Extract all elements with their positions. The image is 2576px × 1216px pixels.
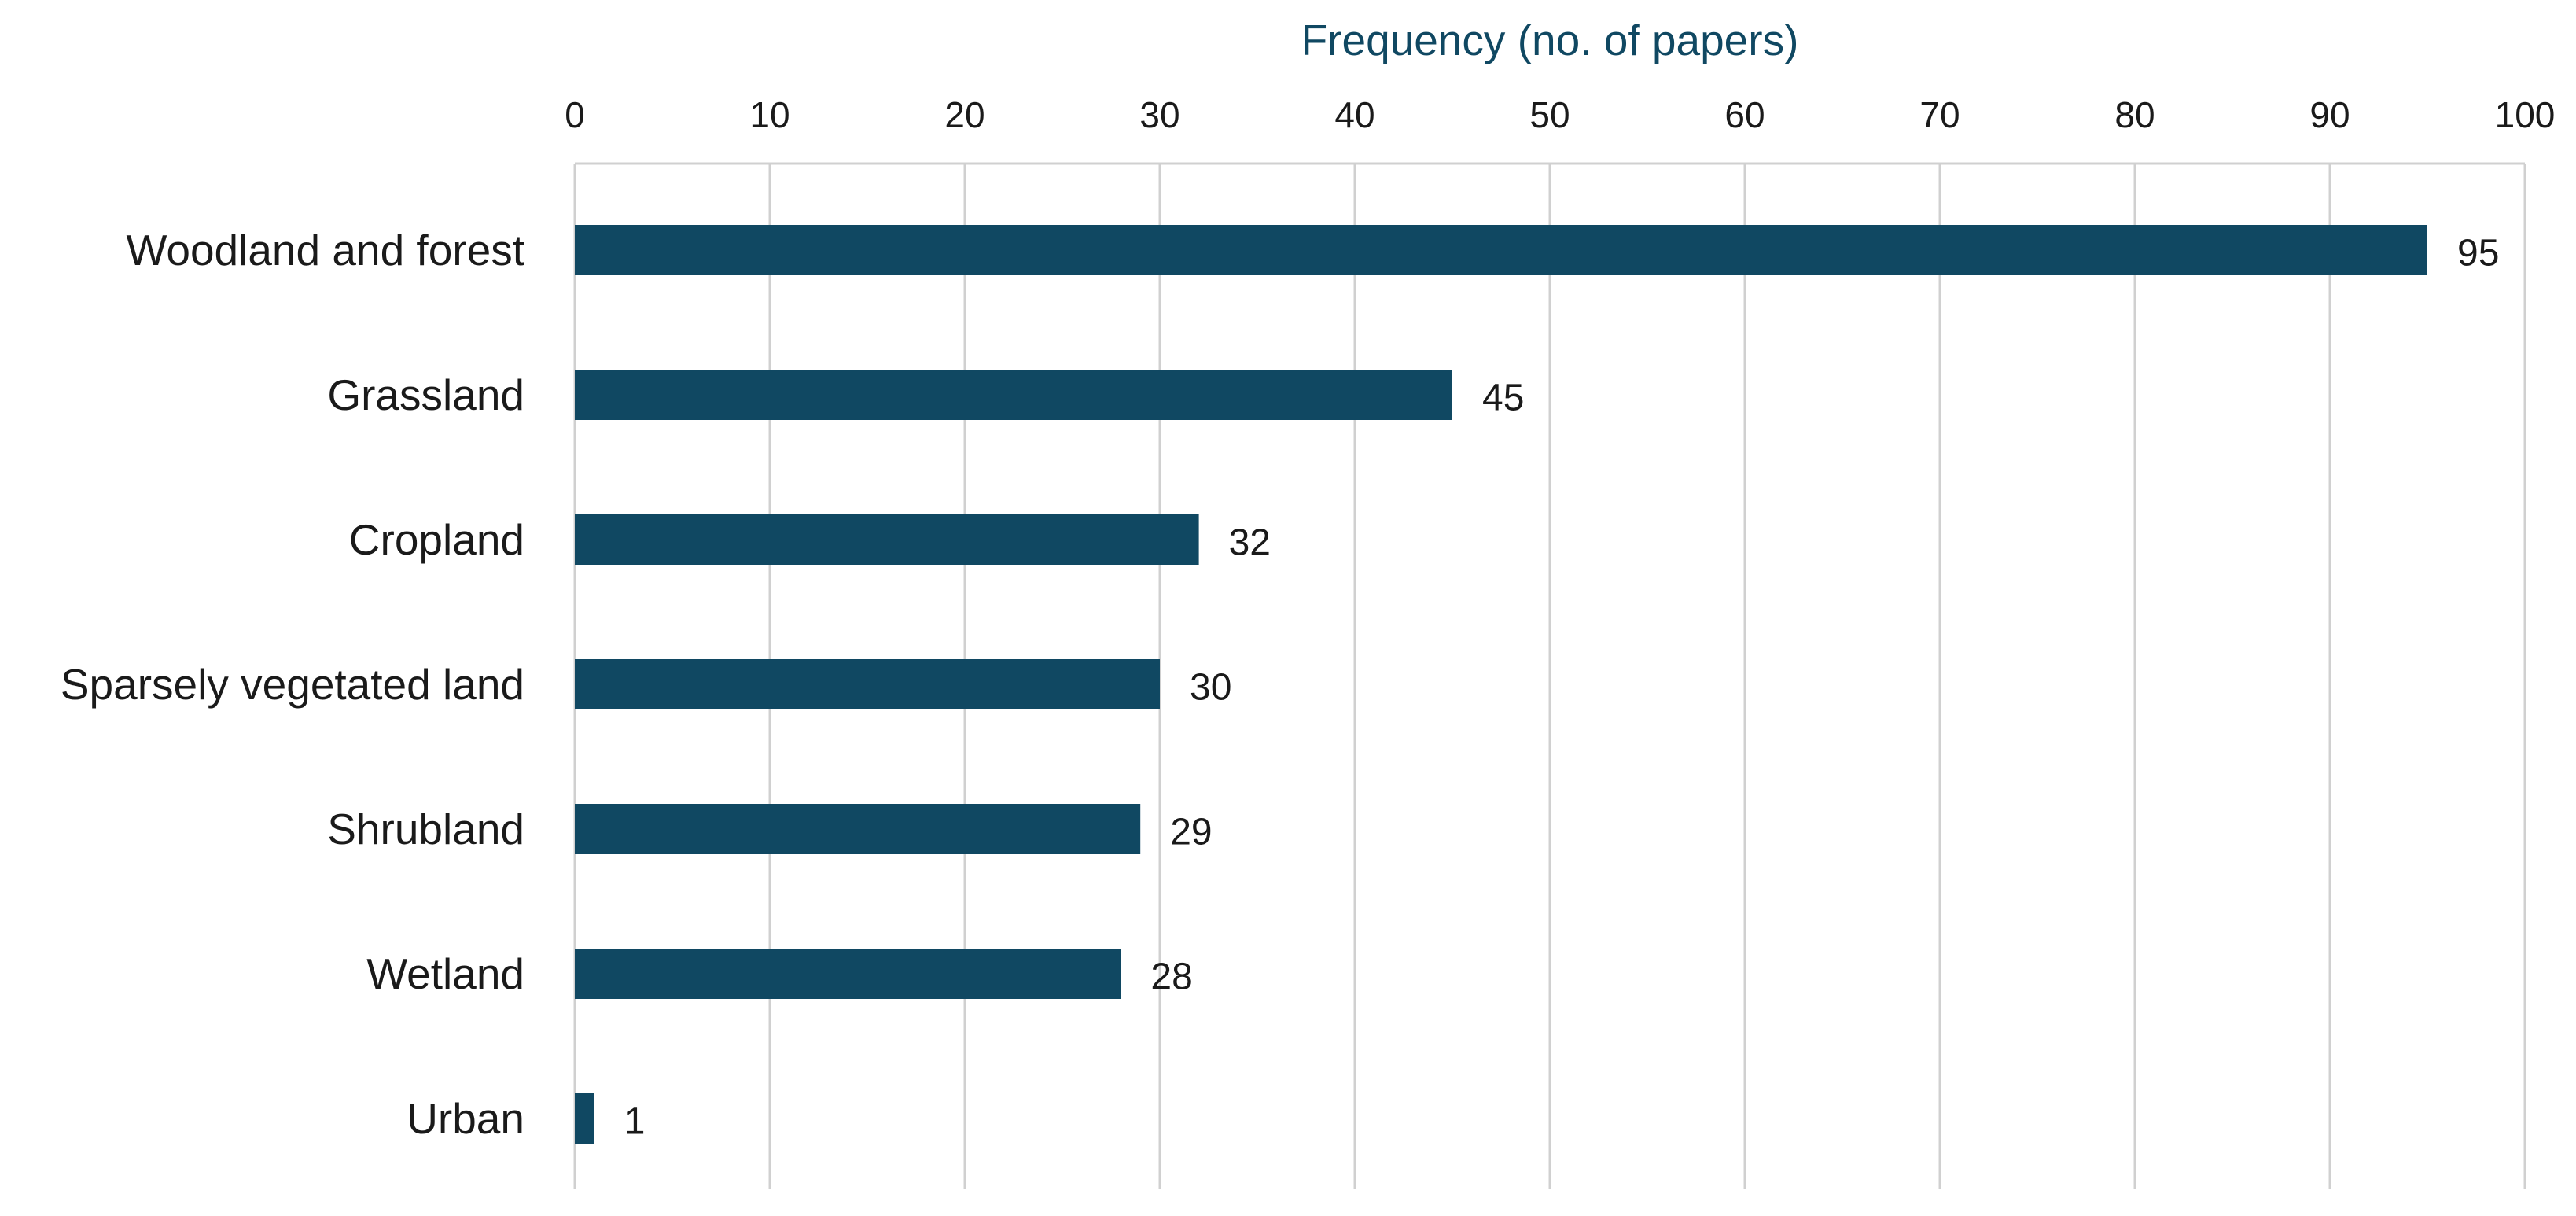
category-label-urban: Urban <box>407 1094 524 1143</box>
bar-cropland <box>575 514 1199 565</box>
data-label-woodland-and-forest: 95 <box>2457 233 2499 275</box>
category-label-wetland: Wetland <box>366 949 524 998</box>
category-label-woodland-and-forest: Woodland and forest <box>126 226 524 275</box>
x-axis-title: Frequency (no. of papers) <box>1301 16 1799 64</box>
x-tick-label-100: 100 <box>2495 94 2556 135</box>
data-label-urban: 1 <box>624 1101 646 1143</box>
bar-wetland <box>575 949 1121 999</box>
x-tick-label-60: 60 <box>1724 94 1765 135</box>
bar-woodland-and-forest <box>575 225 2427 275</box>
data-label-cropland: 32 <box>1229 522 1271 564</box>
x-tick-label-0: 0 <box>565 94 585 135</box>
data-label-shrubland: 29 <box>1170 812 1212 853</box>
x-tick-label-90: 90 <box>2309 94 2350 135</box>
category-label-shrubland: Shrubland <box>327 805 524 853</box>
data-label-grassland: 45 <box>1482 378 1524 419</box>
x-tick-label-80: 80 <box>2114 94 2155 135</box>
x-tick-label-50: 50 <box>1529 94 1570 135</box>
data-label-sparsely-vegetated-land: 30 <box>1190 667 1231 709</box>
bar-urban <box>575 1093 594 1144</box>
gridlines <box>573 162 2526 1189</box>
category-label-sparsely-vegetated-land: Sparsely vegetated land <box>61 660 524 709</box>
bar-shrubland <box>575 804 1141 854</box>
data-labels: 95 45 32 30 29 28 1 <box>624 233 2500 1143</box>
x-tick-label-70: 70 <box>1919 94 1960 135</box>
x-tick-label-40: 40 <box>1334 94 1374 135</box>
category-labels: Woodland and forest Grassland Cropland Spar… <box>61 226 524 1143</box>
bar-sparsely-vegetated-land <box>575 659 1160 709</box>
x-axis-ticks: 0 10 20 30 40 50 60 70 80 90 100 <box>565 94 2555 135</box>
x-tick-label-30: 30 <box>1139 94 1179 135</box>
category-label-cropland: Cropland <box>349 515 524 564</box>
x-tick-label-10: 10 <box>749 94 789 135</box>
bars <box>575 225 2427 1144</box>
x-tick-label-20: 20 <box>944 94 984 135</box>
category-label-grassland: Grassland <box>327 370 524 419</box>
data-label-wetland: 28 <box>1150 956 1192 998</box>
bar-grassland <box>575 370 1452 420</box>
